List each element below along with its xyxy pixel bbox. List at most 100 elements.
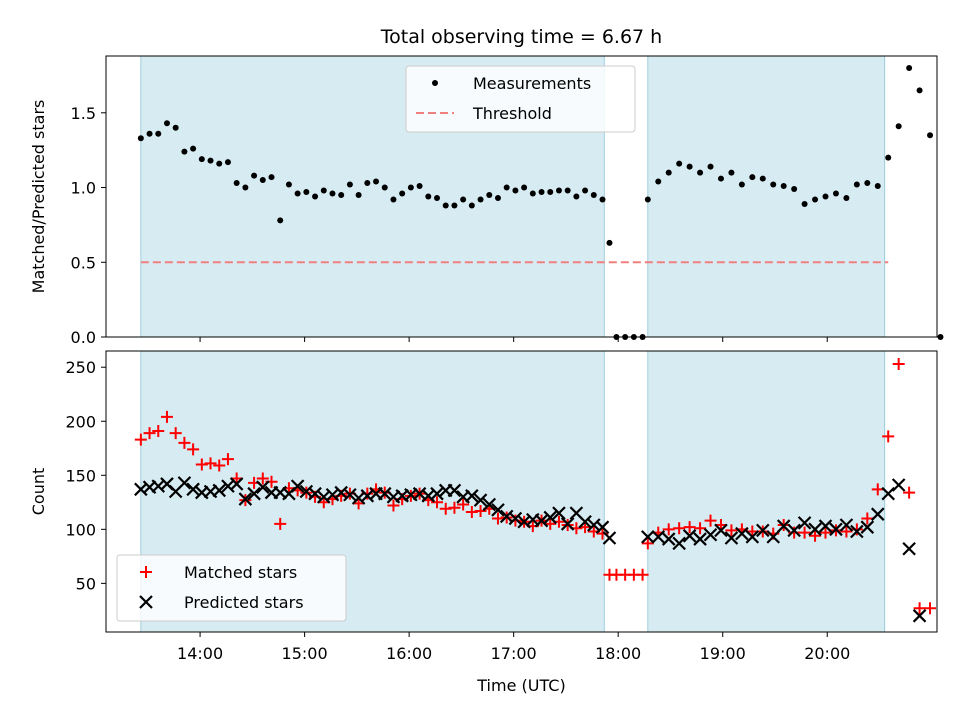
bottom-panel-count-plot: 50 100 150 200 250 14:00 15:00 16:00 17:00 18:00 1… bbox=[29, 350, 938, 695]
predicted-stars-point bbox=[308, 486, 322, 501]
measurement-point bbox=[381, 184, 388, 191]
measurement-point bbox=[268, 174, 275, 181]
measurement-point bbox=[937, 334, 944, 340]
predicted-stars-point bbox=[641, 530, 655, 544]
predicted-stars-point bbox=[724, 531, 739, 545]
x-tick-label: 18:00 bbox=[595, 644, 641, 663]
measurement-point bbox=[599, 196, 606, 203]
matched-stars-point bbox=[809, 529, 822, 542]
predicted-stars-point bbox=[491, 503, 505, 517]
matched-stars-point bbox=[673, 522, 686, 535]
predicted-stars-point bbox=[508, 511, 523, 526]
matched-stars-point bbox=[913, 602, 926, 615]
measurement-point bbox=[512, 187, 519, 194]
predicted-stars-point bbox=[808, 522, 822, 537]
matched-stars-point bbox=[169, 427, 182, 440]
matched-stars-point bbox=[387, 499, 400, 512]
matched-stars-point bbox=[152, 424, 165, 437]
y-tick-label: 1.5 bbox=[71, 104, 96, 123]
measurement-point bbox=[451, 202, 458, 209]
legend-box bbox=[405, 65, 636, 133]
measurement-point bbox=[312, 193, 319, 200]
measurement-point bbox=[749, 174, 756, 181]
matched-stars-point bbox=[256, 472, 269, 485]
legend-label: Threshold bbox=[472, 104, 552, 123]
measurement-point bbox=[460, 196, 467, 203]
predicted-stars-point bbox=[247, 486, 261, 501]
matched-stars-point bbox=[465, 506, 478, 519]
observing-window-2 bbox=[647, 55, 886, 338]
measurement-point bbox=[163, 120, 170, 127]
measurement-point bbox=[728, 169, 735, 176]
matched-stars-point bbox=[871, 483, 884, 496]
matched-stars-point bbox=[798, 526, 811, 539]
predicted-stars-point bbox=[651, 530, 666, 544]
matched-stars-point bbox=[840, 525, 853, 538]
legend-x-icon bbox=[139, 595, 153, 609]
measurement-point bbox=[364, 180, 371, 187]
measurement-point bbox=[707, 163, 714, 170]
chart-title: Total observing time = 6.67 h bbox=[380, 26, 662, 48]
y-tick-label: 0.0 bbox=[71, 328, 96, 347]
measurement-point bbox=[207, 157, 214, 164]
measurement-point bbox=[172, 124, 179, 131]
measurement-point bbox=[477, 196, 484, 203]
measurement-point bbox=[665, 169, 672, 176]
series-predicted-stars bbox=[134, 476, 927, 623]
measurement-point bbox=[895, 123, 902, 130]
measurement-point bbox=[832, 190, 839, 197]
predicted-stars-point bbox=[703, 527, 718, 542]
predicted-stars-point bbox=[850, 524, 864, 539]
measurement-point bbox=[216, 160, 223, 167]
measurement-point bbox=[906, 64, 913, 71]
measurement-point bbox=[486, 192, 493, 199]
matched-stars-point bbox=[662, 523, 675, 536]
x-tick-label: 14:00 bbox=[177, 644, 223, 663]
predicted-stars-point bbox=[766, 530, 781, 544]
predicted-stars-point bbox=[578, 514, 592, 529]
measurement-point bbox=[407, 184, 414, 191]
matched-stars-point bbox=[274, 517, 287, 530]
measurement-point bbox=[146, 130, 153, 137]
legend: Matched stars Predicted stars bbox=[116, 554, 347, 622]
matched-stars-point bbox=[892, 357, 905, 370]
matched-stars-point bbox=[641, 537, 654, 550]
x-tick-label: 19:00 bbox=[700, 644, 746, 663]
measurement-point bbox=[606, 239, 613, 246]
x-tick-label: 17:00 bbox=[491, 644, 537, 663]
predicted-stars-point bbox=[672, 536, 686, 551]
predicted-stars-point bbox=[714, 523, 728, 538]
matched-stars-point bbox=[725, 524, 738, 537]
matched-stars-point bbox=[178, 436, 191, 449]
measurement-point bbox=[346, 181, 353, 188]
measurement-point bbox=[812, 196, 819, 203]
measurement-point bbox=[780, 183, 787, 190]
measurement-point bbox=[686, 163, 693, 170]
matched-stars-point bbox=[819, 526, 832, 539]
x-tick-label: 15:00 bbox=[282, 644, 328, 663]
measurement-point bbox=[738, 181, 745, 188]
measurement-point bbox=[864, 180, 871, 187]
measurement-point bbox=[338, 192, 345, 199]
measurement-point bbox=[822, 193, 829, 200]
x-axis-label: Time (UTC) bbox=[476, 676, 565, 695]
measurement-point bbox=[416, 183, 423, 190]
matched-stars-point bbox=[187, 443, 200, 456]
measurement-point bbox=[390, 196, 397, 203]
measurement-point bbox=[355, 192, 362, 199]
measurement-point bbox=[399, 190, 406, 197]
measurement-point bbox=[373, 178, 380, 185]
measurement-point bbox=[181, 148, 188, 155]
y-tick-label: 100 bbox=[65, 520, 96, 539]
predicted-stars-point bbox=[177, 476, 192, 490]
measurement-point bbox=[521, 184, 528, 191]
predicted-stars-point bbox=[212, 483, 227, 498]
measurement-point bbox=[494, 194, 501, 201]
plot-frame bbox=[105, 350, 938, 633]
predicted-stars-point bbox=[735, 526, 749, 541]
predicted-stars-point bbox=[256, 480, 270, 494]
predicted-stars-point bbox=[595, 520, 610, 534]
legend-label: Measurements bbox=[473, 74, 591, 93]
matched-stars-point bbox=[195, 458, 208, 471]
y-tick-label: 150 bbox=[65, 466, 96, 485]
